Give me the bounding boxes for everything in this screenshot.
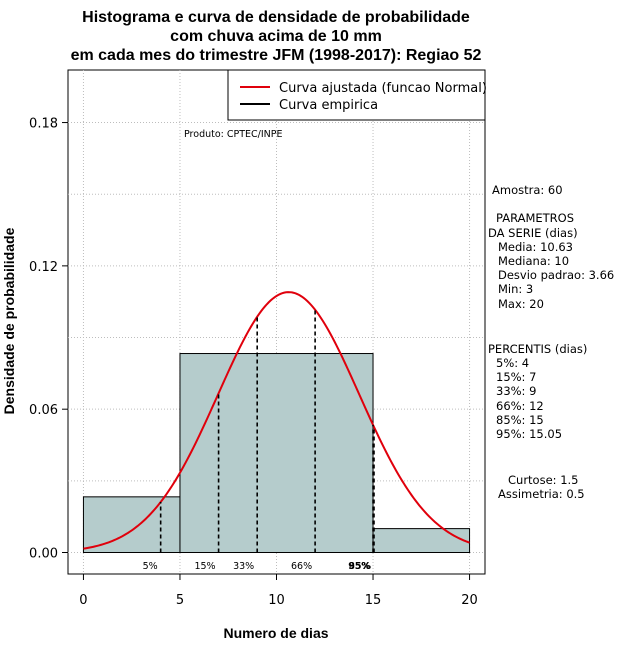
product-annotation: Produto: CPTEC/INPE <box>184 129 283 140</box>
x-axis-label: Numero de dias <box>223 625 328 641</box>
chart-title-line-2: com chuva acima de 10 mm <box>170 28 382 45</box>
normal-curve-line <box>83 291 470 550</box>
percentil-5: 5%: 4 <box>496 356 529 370</box>
y-tick-label-2: 0.12 <box>29 260 58 275</box>
chart-title-line-3: em cada mes do trimestre JFM (1998-2017)… <box>71 47 482 64</box>
x-tick-label-2: 10 <box>268 593 285 608</box>
param-max: Max: 20 <box>498 297 544 311</box>
histogram-bar-0 <box>82 496 181 554</box>
percentile-label-2: 33% <box>233 561 254 572</box>
histogram-bars <box>82 353 471 554</box>
x-tick-label-3: 15 <box>365 593 382 608</box>
percentile-label-5: 95% <box>348 561 371 572</box>
percentile-markers: 5% 15% 33% 66% 85%95% <box>143 309 375 572</box>
percentil-66: 66%: 12 <box>496 399 544 413</box>
x-tick-label-1: 5 <box>176 593 184 608</box>
amostra-text: Amostra: 60 <box>492 183 563 197</box>
chart-title-line-1: Histograma e curva de densidade de proba… <box>82 9 470 26</box>
x-tick-label-4: 20 <box>461 593 478 608</box>
y-tick-label-1: 0.06 <box>29 403 58 418</box>
histogram-bar-1 <box>179 353 374 554</box>
percentile-label-0: 5% <box>143 561 158 572</box>
legend-empirical-label: Curva empirica <box>279 98 378 113</box>
percentile-label-1: 15% <box>194 561 215 572</box>
legend: Curva ajustada (funcao Normal) Curva emp… <box>227 69 487 121</box>
side-panel: Amostra: 60 PARAMETROS DA SERIE (dias) M… <box>488 183 614 501</box>
param-media: Media: 10.63 <box>498 240 573 254</box>
legend-normal-label: Curva ajustada (funcao Normal) <box>279 81 487 96</box>
normal-curve-layer <box>83 291 470 550</box>
histogram-bar-2 <box>372 528 471 554</box>
param-min: Min: 3 <box>498 282 533 296</box>
assimetria-text: Assimetria: 0.5 <box>498 487 585 501</box>
y-tick-label-3: 0.18 <box>29 117 58 132</box>
param-header-1: PARAMETROS <box>496 211 574 225</box>
percentile-label-3: 66% <box>291 561 312 572</box>
param-mediana: Mediana: 10 <box>498 254 569 268</box>
percentil-95: 95%: 15.05 <box>496 427 562 441</box>
percentil-15: 15%: 7 <box>496 370 536 384</box>
param-header-2: DA SERIE (dias) <box>488 226 578 240</box>
y-axis-label: Densidade de probabilidade <box>1 227 17 414</box>
percentil-33: 33%: 9 <box>496 384 536 398</box>
x-tick-label-0: 0 <box>79 593 87 608</box>
percentis-header: PERCENTIS (dias) <box>488 342 587 356</box>
percentile-label-4: 85% <box>349 561 370 572</box>
y-tick-label-0: 0.00 <box>29 547 58 562</box>
percentil-85: 85%: 15 <box>496 413 544 427</box>
param-desvio: Desvio padrao: 3.66 <box>498 268 614 282</box>
curtose-text: Curtose: 1.5 <box>508 473 578 487</box>
axes: 0 5 10 15 20 0.00 0.06 0.12 0.18 <box>29 117 478 608</box>
legend-box <box>227 69 486 121</box>
